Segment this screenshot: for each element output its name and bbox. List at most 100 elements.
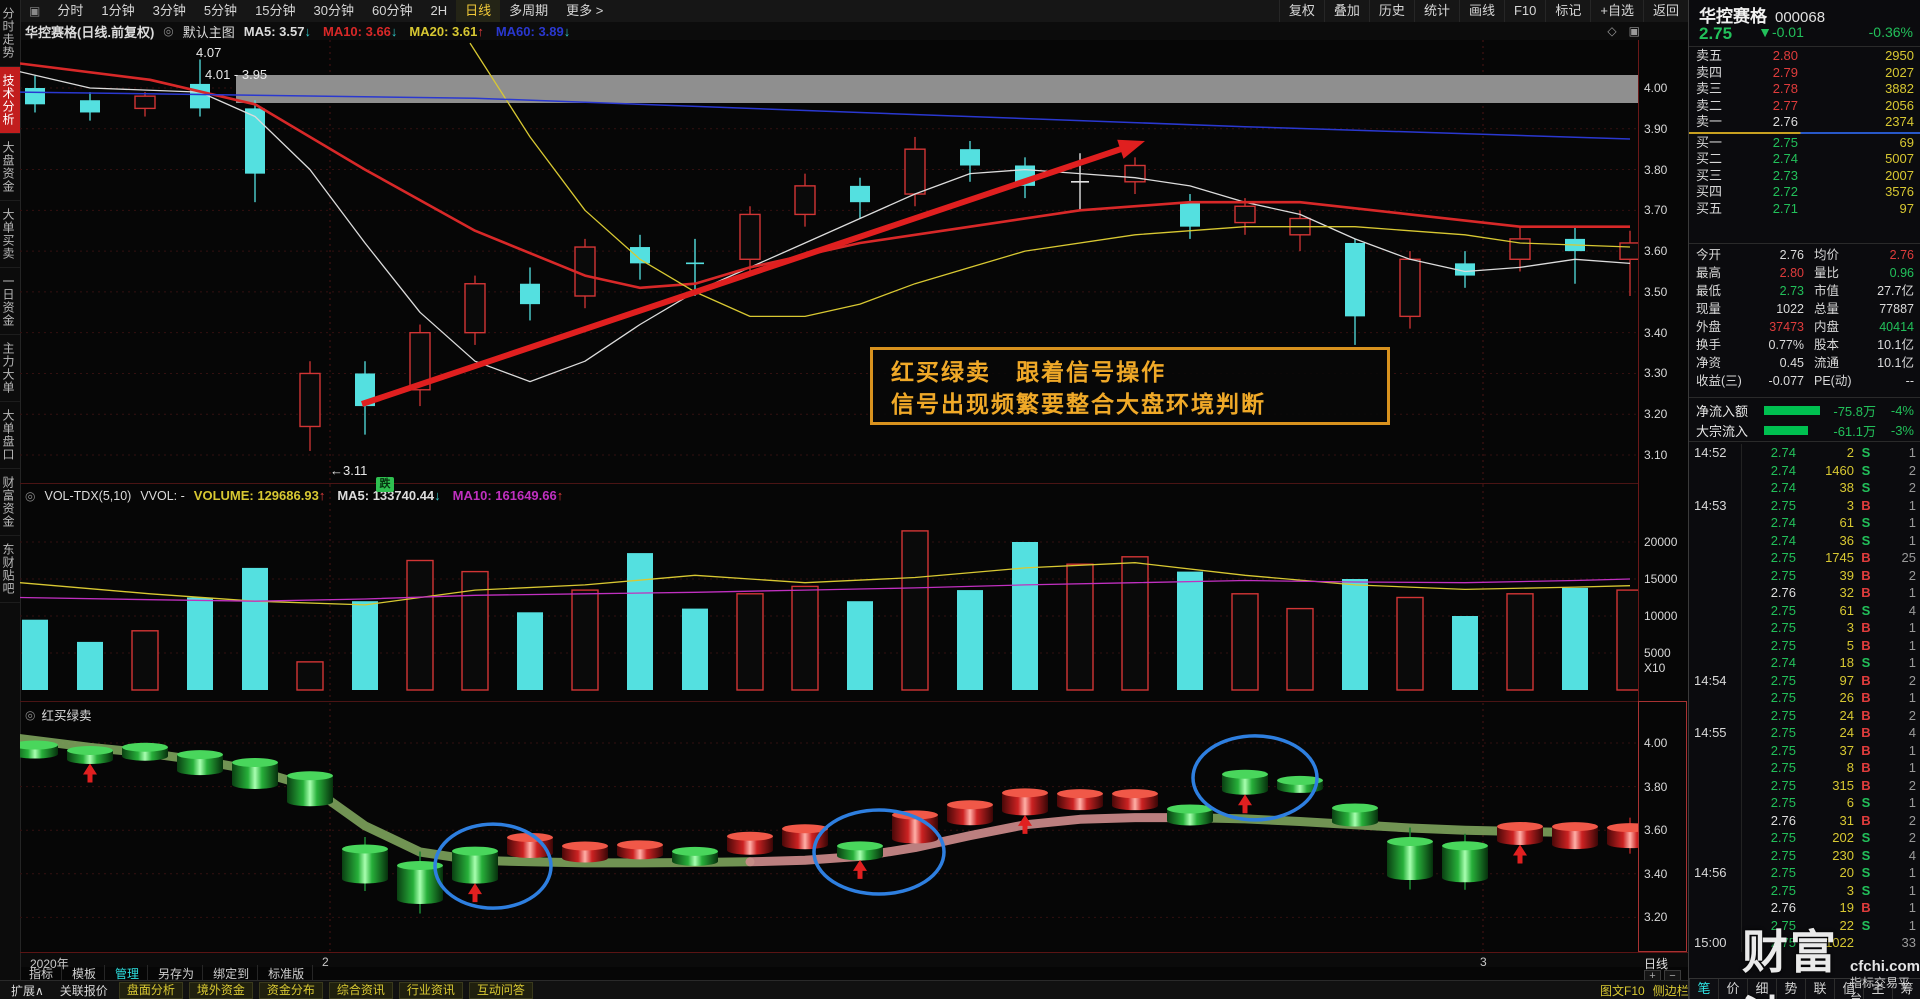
sidebar-item-7[interactable]: 大单盘口 bbox=[0, 402, 20, 469]
period-tab[interactable]: 60分钟 bbox=[372, 3, 413, 18]
sidebar-item-4[interactable]: 大单买卖 bbox=[0, 201, 20, 268]
bid-row[interactable]: 买一 2.75 69 bbox=[1689, 135, 1920, 152]
period-tab[interactable]: 日线 bbox=[456, 0, 501, 22]
manage-bar-item[interactable]: 指标 bbox=[21, 965, 63, 982]
bid-row[interactable]: 买二 2.74 5007 bbox=[1689, 151, 1920, 168]
ask-row[interactable]: 卖四 2.79 2027 bbox=[1689, 65, 1920, 82]
sub-indicator-name[interactable]: 红买绿卖 bbox=[41, 709, 92, 723]
period-tab[interactable]: 多周期 bbox=[509, 3, 549, 18]
period-tab[interactable]: 3分钟 bbox=[152, 3, 186, 18]
sub-indicator-chart[interactable] bbox=[20, 703, 1638, 952]
bid-row[interactable]: 买四 2.72 3576 bbox=[1689, 184, 1920, 201]
sidebar-item-2[interactable]: 技术分析 bbox=[0, 67, 20, 134]
tick-price: 2.75 bbox=[1770, 830, 1796, 845]
sidebar-item-5[interactable]: 一日资金 bbox=[0, 268, 20, 335]
collapse-icon[interactable]: ◎ bbox=[25, 707, 36, 722]
period-tab[interactable]: 分时 bbox=[57, 3, 84, 18]
status-bar-item[interactable]: 扩展∧ bbox=[11, 983, 44, 998]
period-tab[interactable]: 5分钟 bbox=[203, 3, 238, 18]
ask-row[interactable]: 卖五 2.80 2950 bbox=[1689, 48, 1920, 65]
manage-bar-item[interactable]: 管理 bbox=[107, 965, 149, 982]
toolbar-button[interactable]: 叠加 bbox=[1323, 0, 1369, 22]
quote-tab[interactable]: 势 bbox=[1776, 979, 1805, 999]
toolbar-button[interactable]: +自选 bbox=[1590, 0, 1643, 22]
toolbar-button[interactable]: 历史 bbox=[1368, 0, 1414, 22]
manage-bar-item[interactable]: 另存为 bbox=[150, 965, 204, 982]
tick-price: 2.75 bbox=[1770, 777, 1796, 793]
main-preset-label[interactable]: 默认主图 bbox=[182, 24, 235, 40]
toolbar-button[interactable]: 标记 bbox=[1545, 0, 1590, 22]
main-candle-chart[interactable] bbox=[20, 40, 1638, 485]
status-bar-link[interactable]: 资金分布 bbox=[258, 981, 323, 999]
sidebar-item-6[interactable]: 主力大单 bbox=[0, 335, 20, 402]
toolbar-button[interactable]: 复权 bbox=[1278, 0, 1324, 22]
period-tab[interactable]: 更多 > bbox=[566, 3, 604, 18]
bid-volume: 69 bbox=[1899, 134, 1914, 150]
ask-row[interactable]: 卖三 2.78 3882 bbox=[1689, 81, 1920, 98]
quote-tab[interactable]: 价 bbox=[1718, 979, 1747, 999]
quote-tab[interactable]: 值 bbox=[1834, 979, 1863, 999]
sidebar-item-9[interactable]: 东财贴吧 bbox=[0, 536, 20, 603]
toolbar-button[interactable]: 返回 bbox=[1642, 0, 1688, 22]
quote-tab[interactable]: 筹 bbox=[1892, 979, 1920, 999]
vol-axis-label: 10000 bbox=[1644, 609, 1678, 623]
period-tab[interactable]: 30分钟 bbox=[313, 3, 354, 18]
panel-icon[interactable]: ▣ bbox=[1628, 24, 1640, 38]
tick-volume: 26 bbox=[1839, 690, 1854, 705]
stat-value: -0.077 bbox=[1768, 374, 1804, 388]
period-tabs: 分时 1分钟 3分钟 5分钟 15分钟 30分钟 60分钟 2H 日线 多周期 更多 > bbox=[48, 0, 612, 22]
stock-code: 000068 bbox=[1775, 9, 1826, 26]
tick-price: 2.75 bbox=[1770, 497, 1796, 513]
manage-bar-item[interactable]: 模板 bbox=[64, 965, 106, 982]
manage-bar-item[interactable]: 绑定到 bbox=[205, 965, 259, 982]
status-bar-link[interactable]: 境外资金 bbox=[188, 981, 253, 999]
quote-tab[interactable]: 笔 bbox=[1689, 979, 1718, 999]
sidebar-item-8[interactable]: 财富资金 bbox=[0, 469, 20, 536]
status-bar-link[interactable]: 盘面分析 bbox=[118, 981, 183, 999]
quote-tab[interactable]: 联 bbox=[1805, 979, 1834, 999]
toolbar-button[interactable]: 画线 bbox=[1458, 0, 1504, 22]
volume-ma-item: MA5: 133740.44↓ bbox=[337, 488, 441, 503]
quote-tab[interactable]: 细 bbox=[1747, 979, 1776, 999]
tick-volume: 24 bbox=[1839, 725, 1854, 740]
status-bar-item[interactable]: 关联报价 bbox=[59, 983, 108, 998]
tick-count: 1 bbox=[1908, 760, 1916, 775]
toolbar-button[interactable]: 统计 bbox=[1413, 0, 1459, 22]
volume-indicator-name[interactable]: VOL-TDX(5,10) bbox=[44, 488, 132, 503]
tick-count: 2 bbox=[1908, 830, 1916, 845]
tick-row: 2.76 31 B 2 bbox=[1689, 812, 1920, 830]
toolbar-button[interactable]: F10 bbox=[1503, 0, 1545, 22]
stats-grid: 今开 2.76 均价 2.76 最高 2.80 量比 0.96 最低 2.73 市值 27.7亿 现量 1… bbox=[1689, 246, 1920, 390]
manage-bar-item[interactable]: 标准版 bbox=[260, 965, 314, 982]
volume-chart[interactable] bbox=[20, 485, 1638, 701]
tick-price: 2.74 bbox=[1770, 462, 1796, 478]
ask-row[interactable]: 卖二 2.77 2056 bbox=[1689, 98, 1920, 115]
period-tab[interactable]: 15分钟 bbox=[255, 3, 296, 18]
time-sales-list[interactable]: 14:52 2.74 2 S 1 2.74 1460 S 2 2.74 38 S 2 14:53 2.75 3… bbox=[1689, 444, 1920, 952]
ask-row[interactable]: 卖一 2.76 2374 bbox=[1689, 114, 1920, 131]
diamond-icon[interactable]: ◇ bbox=[1607, 24, 1617, 38]
stat-label: 股本 bbox=[1814, 338, 1840, 352]
collapse-icon[interactable]: ◎ bbox=[25, 488, 36, 503]
bid-volume: 97 bbox=[1899, 200, 1914, 216]
bid-row[interactable]: 买三 2.73 2007 bbox=[1689, 168, 1920, 185]
tick-flag: B bbox=[1861, 620, 1871, 635]
period-tab[interactable]: 1分钟 bbox=[101, 3, 135, 18]
sidebar-item-1[interactable]: 分时走势 bbox=[0, 0, 20, 67]
collapse-icon[interactable]: ◎ bbox=[163, 24, 174, 38]
sidebar-item-3[interactable]: 大盘资金 bbox=[0, 134, 20, 201]
tick-count: 1 bbox=[1908, 497, 1916, 513]
tick-count: 2 bbox=[1908, 567, 1916, 583]
bid-row[interactable]: 买五 2.71 97 bbox=[1689, 201, 1920, 218]
quote-tab[interactable]: 主 bbox=[1863, 979, 1892, 999]
status-bar-right-link[interactable]: 图文F10 bbox=[1600, 984, 1645, 998]
status-bar-link[interactable]: 行业资讯 bbox=[398, 981, 463, 999]
status-bar-link[interactable]: 互动问答 bbox=[468, 981, 533, 999]
period-tab[interactable]: 2H bbox=[430, 3, 448, 18]
window-split-icon[interactable]: ▣ bbox=[29, 4, 41, 18]
tick-row: 14:54 2.75 97 B 2 bbox=[1689, 672, 1920, 690]
stat-value: 37473 bbox=[1769, 320, 1804, 334]
tick-count: 2 bbox=[1908, 777, 1916, 793]
status-bar-link[interactable]: 综合资讯 bbox=[328, 981, 393, 999]
tick-count: 25 bbox=[1901, 550, 1916, 565]
